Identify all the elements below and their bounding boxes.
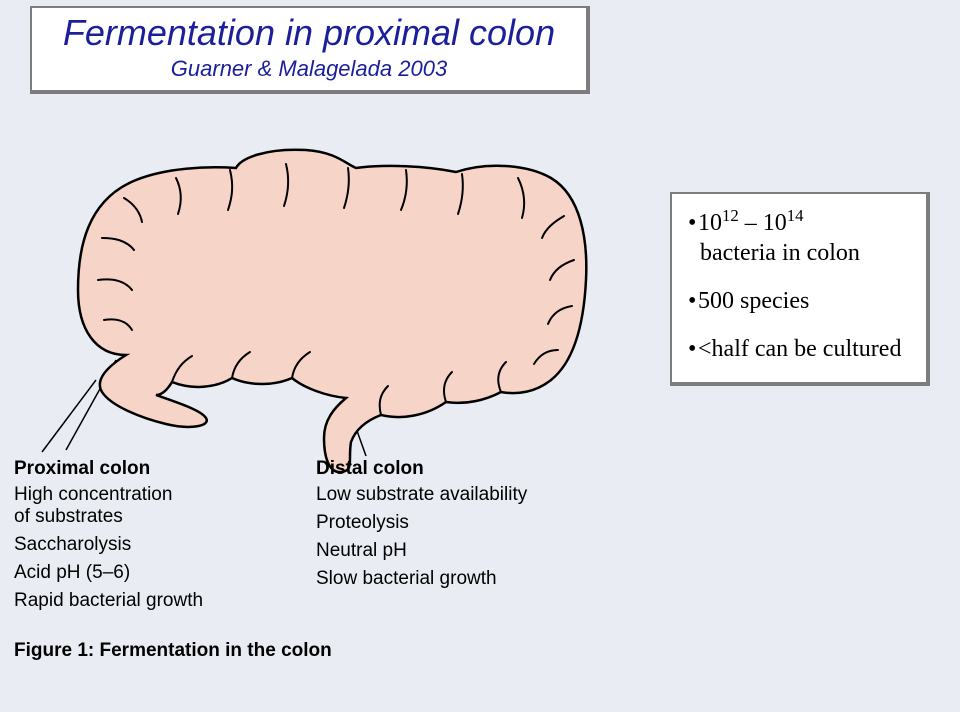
label-proximal-3: Saccharolysis bbox=[14, 534, 131, 556]
fact2-text: 500 species bbox=[698, 288, 809, 314]
facts-box: •1012 – 1014 bacteria in colon •500 spec… bbox=[670, 192, 930, 386]
label-proximal-head: Proximal colon bbox=[14, 458, 150, 480]
label-distal-1: Low substrate availability bbox=[316, 484, 527, 506]
fact-species: •500 species bbox=[688, 286, 910, 316]
fact3-text: <half can be cultured bbox=[698, 336, 901, 362]
label-distal-3: Neutral pH bbox=[316, 540, 407, 562]
fact1-mid: – 10 bbox=[739, 210, 787, 236]
slide-title: Fermentation in proximal colon bbox=[46, 12, 572, 54]
slide-subtitle: Guarner & Malagelada 2003 bbox=[46, 56, 572, 82]
label-distal-2: Proteolysis bbox=[316, 512, 409, 534]
fact-bacteria-count: •1012 – 1014 bacteria in colon bbox=[688, 208, 910, 268]
label-proximal-4: Acid pH (5–6) bbox=[14, 562, 130, 584]
colon-shape bbox=[78, 150, 586, 472]
fact-cultured: •<half can be cultured bbox=[688, 334, 910, 364]
figure-caption: Figure 1: Fermentation in the colon bbox=[14, 640, 332, 662]
fact1-exp1: 12 bbox=[722, 206, 739, 225]
fact1-exp2: 14 bbox=[787, 206, 804, 225]
label-distal-4: Slow bacterial growth bbox=[316, 568, 497, 590]
fact1-prefix: 10 bbox=[698, 210, 722, 236]
title-box: Fermentation in proximal colon Guarner &… bbox=[30, 6, 590, 94]
label-proximal-1: High concentration bbox=[14, 484, 172, 506]
colon-diagram: Proximal colon High concentration of sub… bbox=[6, 120, 686, 690]
label-proximal-5: Rapid bacterial growth bbox=[14, 590, 203, 612]
label-proximal-2: of substrates bbox=[14, 506, 123, 528]
fact1-line2: bacteria in colon bbox=[700, 240, 860, 266]
label-distal-head: Distal colon bbox=[316, 458, 424, 480]
